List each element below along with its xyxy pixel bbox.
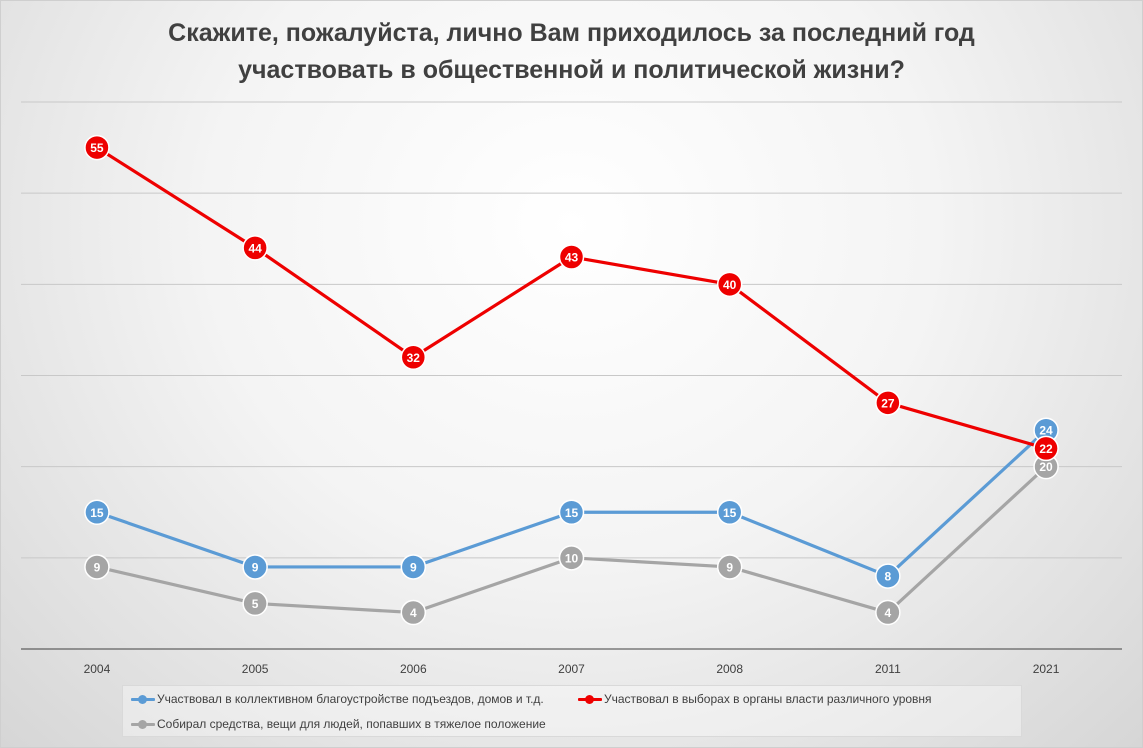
data-label: 22 <box>1039 442 1053 456</box>
data-label: 5 <box>252 597 259 611</box>
data-point <box>400 344 427 371</box>
data-point <box>558 244 585 270</box>
data-label: 15 <box>723 506 737 520</box>
x-tick-label: 2008 <box>716 662 743 676</box>
x-tick-label: 2007 <box>558 662 585 676</box>
data-point <box>716 499 743 525</box>
x-tick-label: 2004 <box>84 662 111 676</box>
data-label: 4 <box>885 606 892 620</box>
data-point <box>716 271 743 298</box>
data-point <box>242 554 268 580</box>
data-point <box>242 590 268 617</box>
data-point <box>558 499 585 525</box>
data-label: 9 <box>410 560 417 574</box>
legend-item-elections[interactable]: Участвовал в выборах в органы власти раз… <box>578 692 932 706</box>
x-tick-label: 2006 <box>400 662 427 676</box>
data-point <box>875 599 901 626</box>
data-label: 15 <box>90 506 104 520</box>
legend-label-elections: Участвовал в выборах в органы власти раз… <box>604 692 932 706</box>
data-label: 20 <box>1039 460 1053 474</box>
data-label: 8 <box>885 570 892 584</box>
x-tick-label: 2011 <box>875 662 901 676</box>
data-point <box>84 554 110 580</box>
x-tick-label: 2005 <box>242 662 269 676</box>
data-label: 40 <box>723 278 737 292</box>
data-label: 9 <box>252 560 259 574</box>
data-label: 24 <box>1039 424 1053 438</box>
chart-title: Скажите, пожалуйста, лично Вам приходило… <box>1 15 1142 89</box>
data-label: 4 <box>410 606 417 620</box>
legend-swatch-elections <box>578 694 602 704</box>
chart-title-line-1: Скажите, пожалуйста, лично Вам приходило… <box>168 19 975 47</box>
data-label: 55 <box>90 141 104 155</box>
legend-item-donations[interactable]: Собирал средства, вещи для людей, попавш… <box>131 717 546 731</box>
data-point <box>84 134 110 161</box>
data-point <box>1033 435 1059 462</box>
data-point <box>84 499 110 525</box>
chart-legend: Участвовал в коллективном благоустройств… <box>122 685 1022 737</box>
legend-item-cleanup[interactable]: Участвовал в коллективном благоустройств… <box>131 692 544 706</box>
legend-swatch-cleanup <box>131 694 155 704</box>
data-label: 44 <box>248 241 262 255</box>
data-label: 9 <box>94 560 101 574</box>
data-label: 15 <box>565 506 579 520</box>
data-point <box>242 235 268 261</box>
legend-swatch-donations <box>131 719 155 729</box>
data-label: 43 <box>565 250 579 264</box>
data-point <box>400 554 427 580</box>
series-line-2 <box>95 465 1048 615</box>
data-point <box>400 599 427 626</box>
data-label: 27 <box>881 396 895 410</box>
data-point <box>558 545 585 571</box>
legend-label-donations: Собирал средства, вещи для людей, попавш… <box>157 717 546 731</box>
data-point <box>716 554 743 580</box>
data-label: 9 <box>726 560 733 574</box>
data-point <box>875 563 901 589</box>
x-tick-label: 2021 <box>1033 662 1060 676</box>
data-point <box>875 390 901 416</box>
data-label: 10 <box>565 551 579 565</box>
data-label: 32 <box>407 351 421 365</box>
legend-label-cleanup: Участвовал в коллективном благоустройств… <box>157 692 544 706</box>
chart-title-line-2: участвовать в общественной и политическо… <box>238 56 905 84</box>
